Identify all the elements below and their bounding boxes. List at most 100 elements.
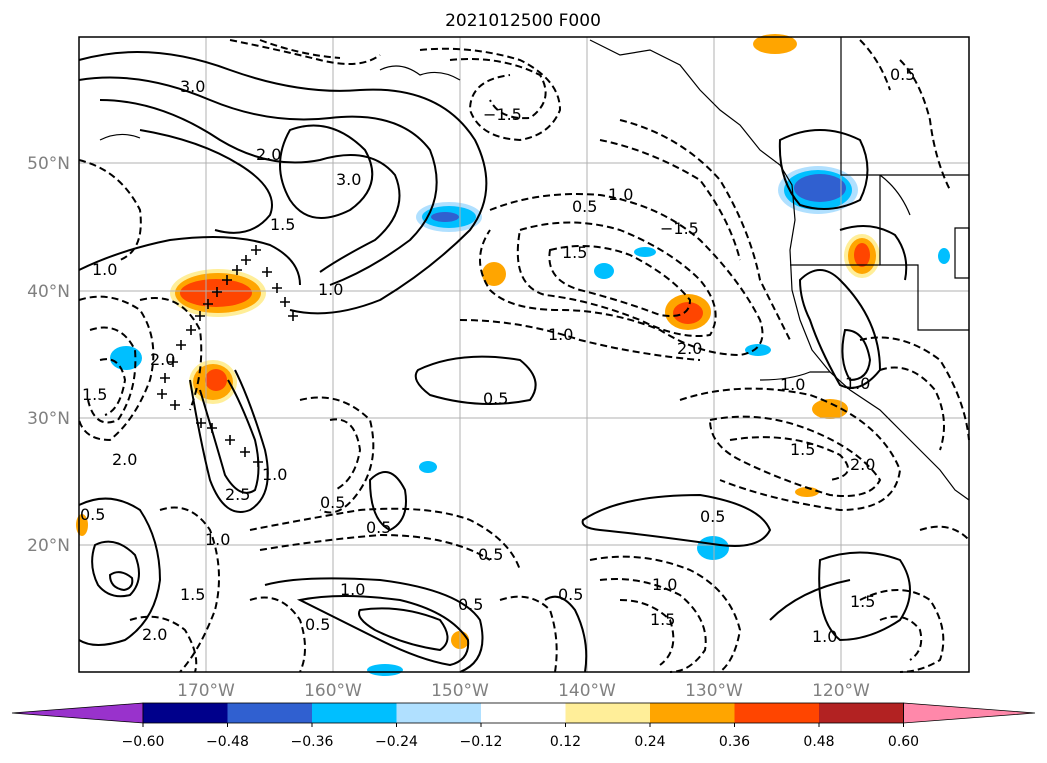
contour-label: 1.0 [780, 375, 805, 394]
contour-label: 3.0 [336, 170, 361, 189]
contour-label: 1.5 [650, 610, 675, 629]
colorbar-swatch [227, 703, 313, 723]
positive-anomaly-blob [180, 279, 252, 307]
colorbar-tick-label: −0.60 [122, 734, 165, 750]
contour-label: 0.5 [366, 518, 391, 537]
colorbar-swatch [734, 703, 820, 723]
colorbar: −0.60 −0.48 −0.36 −0.24 −0.12 0.12 0.24 0.36 0.4… [11, 702, 1036, 750]
colorbar-swatch [650, 703, 735, 723]
latitude-axis: 50°N 40°N 30°N 20°N [27, 154, 70, 556]
contour-label: 1.5 [562, 243, 587, 262]
negative-anomaly-blob [697, 536, 729, 560]
contour-label: 1.5 [82, 385, 107, 404]
contour-label: 1.0 [318, 280, 343, 299]
negative-anomaly-blob [634, 247, 656, 257]
positive-anomaly-blob [673, 302, 703, 324]
colorbar-tick-label: 0.36 [719, 734, 750, 750]
shaded-field [76, 34, 950, 676]
negative-anomaly-blob [431, 212, 459, 222]
contour-label: 1.5 [270, 215, 295, 234]
contour-label: 2.0 [677, 339, 702, 358]
positive-anomaly-blob [482, 262, 506, 286]
contour-label: 2.0 [150, 350, 175, 369]
negative-anomaly-blob [745, 344, 771, 356]
contour-label: 0.5 [320, 493, 345, 512]
contour-label: 1.0 [812, 627, 837, 646]
lat-label: 40°N [27, 282, 70, 302]
colorbar-swatch [565, 703, 651, 723]
colorbar-swatch [481, 703, 566, 723]
contour-label: 1.0 [340, 580, 365, 599]
contour-label: 1.0 [548, 325, 573, 344]
negative-anomaly-blob [594, 263, 614, 279]
contour-label: 1.5 [850, 592, 875, 611]
contour-label: 0.5 [572, 197, 597, 216]
contour-label: 2.0 [112, 450, 137, 469]
lat-label: 20°N [27, 536, 70, 556]
lon-label: 140°W [558, 681, 616, 701]
contour-label: 2.0 [256, 145, 281, 164]
colorbar-tick-label: −0.48 [206, 734, 249, 750]
contour-label: 0.5 [558, 585, 583, 604]
contour-label: 0.5 [483, 389, 508, 408]
contour-label: 1.0 [92, 260, 117, 279]
contour-label: 0.5 [478, 545, 503, 564]
contour-label: 1.0 [652, 575, 677, 594]
contour-label: 3.0 [180, 77, 205, 96]
colorbar-swatch [819, 703, 904, 723]
map-panel: 3.0 2.0 3.0 1.5 1.0 1.0 1.0 −1.5 0.5 1.0… [76, 34, 970, 676]
negative-anomaly-blob [938, 248, 950, 264]
negative-anomaly-blob [419, 461, 437, 473]
positive-anomaly-blob [854, 243, 870, 267]
contour-label: 2.0 [142, 625, 167, 644]
colorbar-tick-label: 0.48 [803, 734, 834, 750]
contour-label: 0.5 [700, 507, 725, 526]
colorbar-swatch [143, 703, 228, 723]
contour-label: 1.5 [790, 440, 815, 459]
positive-anomaly-blob [812, 399, 848, 419]
contour-label: 0.5 [458, 595, 483, 614]
positive-anomaly-blob [205, 369, 227, 391]
contour-label: 1.0 [262, 465, 287, 484]
contour-label: 2.0 [850, 455, 875, 474]
positive-contours [78, 51, 911, 673]
colorbar-frame [142, 702, 904, 724]
negative-anomaly-blob [110, 346, 142, 370]
lat-label: 30°N [27, 409, 70, 429]
colorbar-tick-label: 0.60 [888, 734, 919, 750]
coastlines [99, 37, 970, 501]
positive-anomaly-blob [753, 34, 797, 54]
cross-markers [157, 245, 298, 467]
contour-label: 1.0 [608, 185, 633, 204]
colorbar-swatch [396, 703, 482, 723]
negative-anomaly-blob [367, 664, 403, 676]
contour-label: −1.5 [660, 219, 699, 238]
lon-label: 120°W [812, 681, 870, 701]
longitude-axis: 170°W 160°W 150°W 140°W 130°W 120°W [177, 681, 870, 701]
contour-label: 0.5 [80, 505, 105, 524]
contour-labels: 3.0 2.0 3.0 1.5 1.0 1.0 1.0 −1.5 0.5 1.0… [80, 65, 915, 646]
contour-label: 1.0 [845, 374, 870, 393]
colorbar-extend-high [903, 702, 1036, 724]
colorbar-tick-label: 0.12 [550, 734, 581, 750]
positive-anomaly-blob [795, 487, 819, 497]
graticule [79, 37, 969, 672]
negative-anomaly-blob [794, 174, 846, 202]
colorbar-swatch [312, 703, 397, 723]
contour-label: 2.5 [225, 485, 250, 504]
contour-label: 0.5 [305, 615, 330, 634]
lon-label: 130°W [685, 681, 743, 701]
contour-label: 1.5 [180, 585, 205, 604]
colorbar-tick-label: 0.24 [634, 734, 665, 750]
map-frame [78, 36, 970, 673]
contour-label: −1.5 [483, 105, 522, 124]
map-title: 2021012500 F000 [445, 11, 601, 31]
colorbar-tick-label: −0.24 [375, 734, 418, 750]
contour-label: 1.0 [205, 530, 230, 549]
colorbar-tick-label: −0.12 [460, 734, 503, 750]
contour-label: 0.5 [890, 65, 915, 84]
lon-label: 160°W [304, 681, 362, 701]
negative-contours [78, 39, 970, 673]
lon-label: 170°W [177, 681, 235, 701]
